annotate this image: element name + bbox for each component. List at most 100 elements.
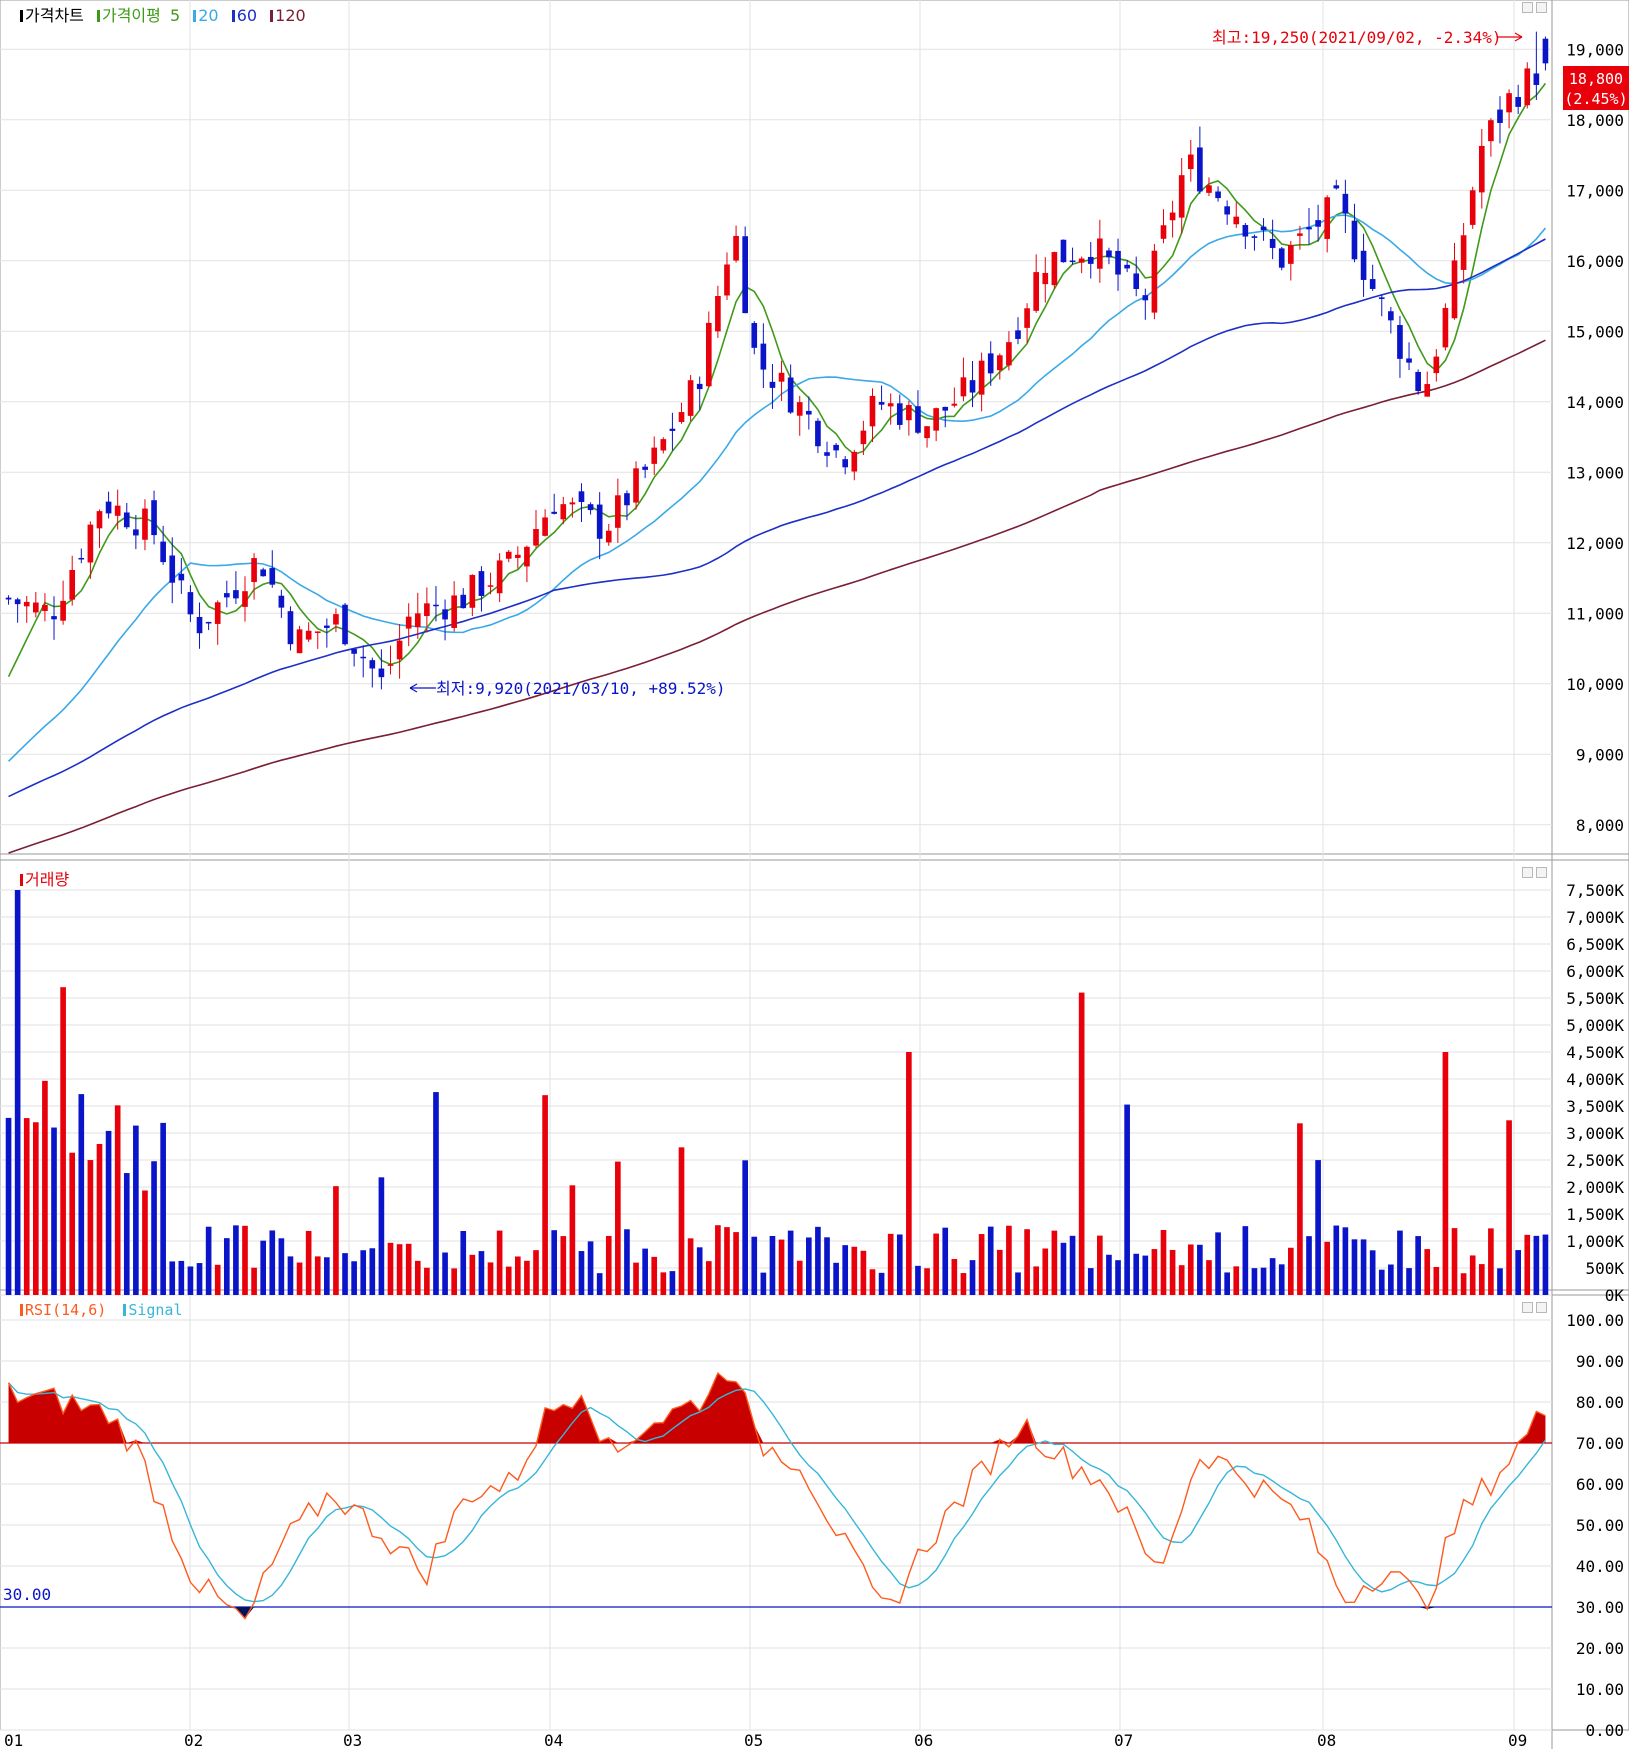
rsi-tick-label: 30.00 <box>1576 1598 1624 1617</box>
candle-body <box>1497 109 1503 123</box>
candle-body <box>815 420 821 447</box>
candle-body <box>551 511 558 514</box>
candle-body <box>1506 93 1512 113</box>
candle-body <box>414 613 421 628</box>
candle-body <box>524 546 530 567</box>
candle-body <box>578 491 585 503</box>
candle-body <box>324 625 330 628</box>
volume-bar <box>178 1260 185 1295</box>
volume-bar <box>78 1094 85 1295</box>
candle-body <box>242 591 248 607</box>
rsi-tick-label: 60.00 <box>1576 1475 1624 1494</box>
close-icon[interactable] <box>1536 1302 1547 1313</box>
volume-bar <box>233 1225 239 1295</box>
volume-bar <box>1378 1269 1385 1295</box>
candle-body <box>624 493 630 506</box>
candle-body <box>496 560 503 594</box>
candle-body <box>742 236 748 314</box>
volume-bar <box>869 1269 876 1295</box>
volume-bar <box>542 1095 548 1295</box>
candle-body <box>360 656 367 659</box>
minimize-icon[interactable] <box>1522 1302 1533 1313</box>
volume-bar <box>1178 1265 1185 1295</box>
volume-bar <box>1542 1234 1549 1295</box>
volume-bar <box>342 1253 348 1295</box>
volume-tick-label: 500K <box>1585 1259 1624 1278</box>
candle-body <box>842 459 849 468</box>
candle-body <box>424 603 430 617</box>
candle-body <box>1142 295 1149 301</box>
volume-bar <box>733 1232 739 1295</box>
candle-body <box>1151 250 1158 313</box>
volume-bar <box>278 1238 285 1295</box>
close-icon[interactable] <box>1536 2 1547 13</box>
minimize-icon[interactable] <box>1522 2 1533 13</box>
candle-body <box>478 571 485 596</box>
volume-bar <box>1297 1123 1303 1295</box>
candle-body <box>42 604 48 611</box>
candle-body <box>287 611 294 645</box>
candle-body <box>969 380 976 393</box>
candle-body <box>687 380 694 416</box>
candle-body <box>1042 272 1049 285</box>
rsi-lower-line-label: 30.00 <box>3 1585 51 1604</box>
volume-bar <box>1351 1239 1358 1295</box>
volume-bar <box>114 1105 121 1295</box>
candle-body <box>223 593 230 598</box>
candle-body <box>1006 342 1012 366</box>
candle-body <box>1069 260 1076 263</box>
rsi-panel-controls <box>1522 1302 1552 1314</box>
volume-bar <box>442 1252 448 1295</box>
close-icon[interactable] <box>1536 867 1547 878</box>
volume-bar <box>1278 1264 1285 1295</box>
volume-panel-controls <box>1522 867 1552 879</box>
volume-tick-label: 0K <box>1605 1286 1625 1305</box>
volume-bar <box>1187 1244 1194 1295</box>
volume-bar <box>942 1227 949 1295</box>
candle-body <box>696 383 703 390</box>
volume-bar <box>1533 1235 1540 1295</box>
candle-body <box>14 599 21 605</box>
candle-body <box>96 511 103 529</box>
volume-bar <box>978 1234 985 1295</box>
volume-bar <box>569 1185 576 1295</box>
current-price-value: 18,800 <box>1569 70 1623 88</box>
candle-body <box>833 444 839 451</box>
rsi-tick-label: 20.00 <box>1576 1639 1624 1658</box>
candle-body <box>769 381 776 388</box>
candle-body <box>715 296 721 332</box>
volume-bar <box>33 1122 39 1295</box>
candle-body <box>724 264 730 296</box>
candle-body <box>396 640 403 660</box>
axis-labels: 01 02 03 04 05 06 07 08 09 19,000 18,000 17,000 16,0… <box>4 40 1624 1749</box>
candle-body <box>51 616 57 620</box>
candle-body <box>342 604 348 645</box>
volume-bar <box>1260 1267 1267 1295</box>
candle-body <box>1297 233 1303 236</box>
volume-bar <box>1078 992 1085 1295</box>
candle-body <box>1024 308 1030 328</box>
candle-body <box>1442 307 1449 348</box>
volume-bar <box>1160 1229 1167 1295</box>
month-tick-label: 09 <box>1508 1731 1527 1749</box>
candle-body <box>260 569 267 577</box>
volume-bar <box>1306 1236 1312 1295</box>
rsi-legend-label: RSI(14,6) <box>25 1301 107 1319</box>
month-tick-label: 07 <box>1114 1731 1133 1749</box>
volume-bar <box>724 1227 730 1295</box>
candle-body <box>1369 279 1376 289</box>
rsi-indicator <box>0 1371 1552 1620</box>
candle-body <box>1087 256 1094 264</box>
candle-body <box>1260 226 1267 231</box>
volume-bar <box>796 1260 803 1295</box>
candle-body <box>651 447 658 464</box>
candle-body <box>1324 197 1331 239</box>
rsi-tick-label: 100.00 <box>1566 1311 1624 1330</box>
minimize-icon[interactable] <box>1522 867 1533 878</box>
candle-body <box>996 355 1003 371</box>
candle-body <box>1178 175 1185 218</box>
volume-bar <box>1506 1120 1512 1295</box>
volume-bar <box>14 890 21 1295</box>
candle-body <box>1033 272 1040 311</box>
